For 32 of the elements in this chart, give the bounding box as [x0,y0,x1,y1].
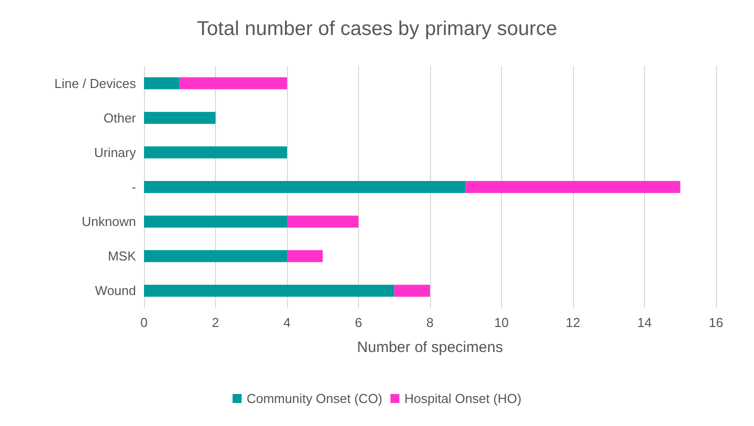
x-tick-label: 10 [494,315,509,330]
bar [466,181,680,193]
x-tick-label: 4 [283,315,291,330]
x-tick-label: 2 [212,315,220,330]
bar [180,77,287,90]
y-tick-label: Wound [95,283,136,298]
y-tick-label: MSK [108,248,136,264]
bar [144,250,287,262]
legend-label: Hospital Onset (HO) [404,391,522,406]
bar [287,250,323,262]
bar [144,181,466,193]
bar [144,146,287,158]
x-tick-label: 16 [708,315,724,330]
x-axis-title: Number of specimens [357,339,503,356]
y-tick-label: - [132,180,136,194]
y-tick-label: Line / Devices [54,76,136,91]
x-tick-label: 6 [354,315,362,330]
x-tick-label: 0 [140,315,148,330]
legend-label: Community Onset (CO) [246,391,382,406]
y-tick-label: Unknown [82,214,136,230]
x-tick-label: 14 [637,315,652,330]
y-tick-label: Other [103,110,137,126]
bar [144,284,394,297]
chart-title: Total number of cases by primary source [196,18,558,40]
bar [144,77,180,90]
bar [394,284,430,297]
bar [144,112,216,124]
y-tick-label: Urinary [94,144,136,160]
bar [144,216,287,228]
x-tick-label: 8 [426,315,434,330]
x-tick-label: 12 [566,315,580,330]
bar [287,216,358,228]
